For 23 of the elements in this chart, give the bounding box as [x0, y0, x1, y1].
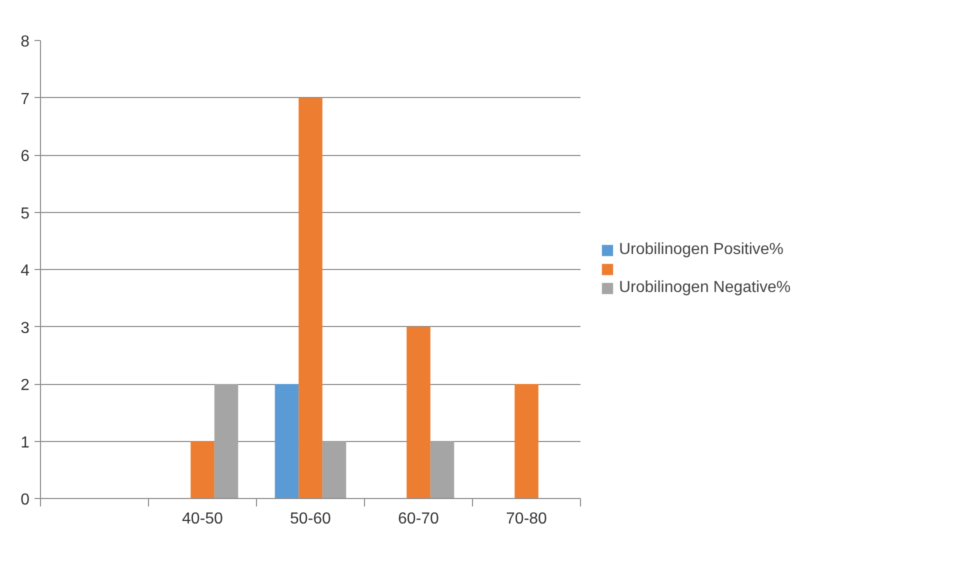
bar [190, 441, 214, 498]
bar [274, 384, 299, 498]
y-tick-label: 0 [20, 492, 30, 508]
x-tick-label: 60-70 [398, 510, 440, 528]
y-tick-label: 1 [20, 434, 30, 452]
bar [406, 326, 430, 498]
y-tick-label: 2 [20, 377, 30, 394]
bar [298, 98, 322, 498]
x-tick-label: 70-80 [506, 510, 548, 528]
legend-label: Urobilinogen Positive% [619, 241, 784, 259]
y-tick-label: 7 [20, 90, 30, 108]
bar [514, 384, 538, 498]
x-tick-label: 40-50 [182, 510, 224, 528]
y-tick-label: 4 [20, 262, 30, 280]
y-tick-label: 3 [20, 320, 30, 337]
legend-label: Urobilinogen Negative% [619, 279, 791, 297]
bar [322, 441, 346, 498]
bar [214, 384, 238, 498]
y-tick-label: 8 [20, 34, 30, 50]
x-tick-label: 50-60 [290, 510, 332, 528]
bar [430, 441, 454, 498]
y-tick-label: 6 [20, 148, 30, 165]
y-tick-label: 5 [20, 205, 30, 222]
